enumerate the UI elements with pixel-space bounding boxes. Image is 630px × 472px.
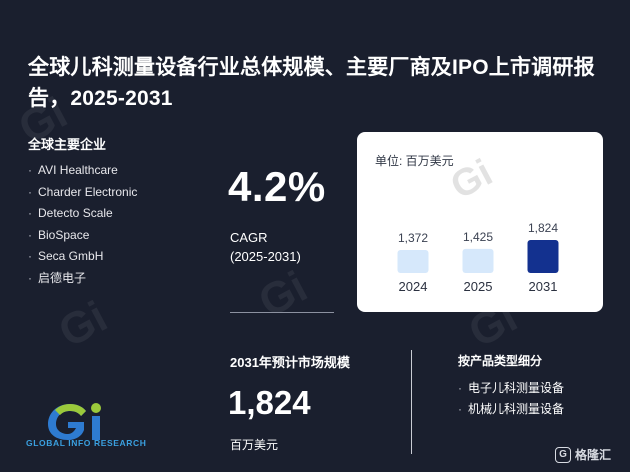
company-item: Seca GmbH	[28, 246, 137, 268]
x-tick-label: 2031	[529, 279, 558, 294]
bar-2031	[527, 240, 559, 273]
company-item: Charder Electronic	[28, 182, 137, 204]
bar-value-label: 1,824	[528, 221, 558, 235]
page-title: 全球儿科测量设备行业总体规模、主要厂商及IPO上市调研报告，2025-2031	[28, 56, 595, 110]
market-heading: 2031年预计市场规模	[230, 355, 350, 370]
brand-icon: G	[555, 446, 571, 463]
watermark-decoration: Gi	[50, 292, 116, 358]
bar-2024	[397, 250, 429, 273]
bar-value-label: 1,372	[398, 231, 428, 245]
chart-unit-label: 单位: 百万美元	[375, 154, 454, 168]
segment-heading: 按产品类型细分	[458, 354, 543, 368]
market-unit: 百万美元	[230, 438, 279, 452]
bar-chart: 1,372 2024 1,425 2025 1,824 2031	[397, 221, 559, 294]
logo-text: GLOBAL INFO RESEARCH	[26, 438, 147, 448]
company-item: AVI Healthcare	[28, 160, 137, 182]
x-tick-label: 2025	[464, 279, 493, 294]
cagr-period: (2025-2031)	[230, 249, 301, 264]
cagr-label: CAGR (2025-2031)	[230, 228, 301, 266]
company-item: Detecto Scale	[28, 203, 137, 225]
chart-card: Gi 单位: 百万美元 1,372 2024 1,425 2025 1,824 2031	[357, 132, 603, 312]
segment-item: 机械儿科测量设备	[458, 399, 564, 420]
brand-mark: G 格隆汇	[555, 446, 611, 463]
market-value: 1,824	[228, 384, 311, 421]
companies-list: AVI Healthcare Charder Electronic Detect…	[28, 160, 137, 289]
watermark-decoration: Gi	[250, 262, 316, 328]
company-item: 启德电子	[28, 268, 137, 290]
cagr-value: 4.2%	[228, 163, 326, 210]
vertical-divider	[411, 350, 412, 454]
segment-item: 电子儿科测量设备	[458, 378, 564, 399]
brand-text: 格隆汇	[575, 448, 612, 462]
x-tick-label: 2024	[399, 279, 428, 294]
segment-list: 电子儿科测量设备 机械儿科测量设备	[458, 378, 564, 420]
divider	[230, 312, 334, 313]
bar-2025	[462, 248, 494, 273]
gir-logo-icon	[48, 403, 101, 440]
bar-value-label: 1,425	[463, 230, 493, 244]
cagr-label-text: CAGR	[230, 230, 268, 245]
companies-heading: 全球主要企业	[28, 137, 107, 152]
company-item: BioSpace	[28, 225, 137, 247]
